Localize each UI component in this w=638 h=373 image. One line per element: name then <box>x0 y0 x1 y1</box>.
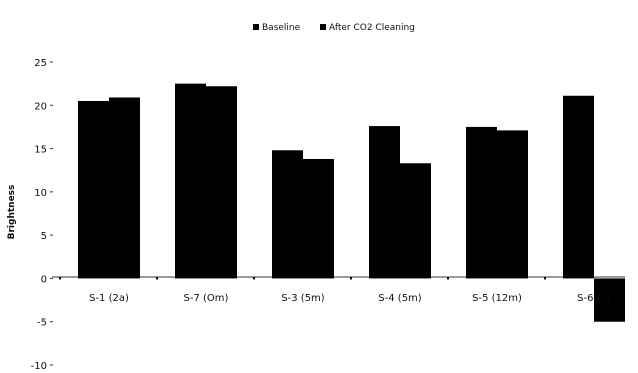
y-tick-label: 0 <box>41 274 47 285</box>
y-tick-label: 20 <box>34 101 47 112</box>
bar-series-2 <box>594 278 625 322</box>
bar-series-1 <box>369 126 400 279</box>
y-tick-label: 10 <box>34 188 47 199</box>
bar-series-1 <box>563 95 594 279</box>
chart-legend: Baseline After CO2 Cleaning <box>253 23 415 33</box>
legend-label-series-1: Baseline <box>262 23 301 33</box>
x-tick-label: S-1 (2a) <box>89 293 129 304</box>
y-tick-label: 25 <box>34 58 47 69</box>
y-axis-label: Brightness <box>7 185 17 240</box>
bar-series-1 <box>175 83 206 279</box>
legend-label-series-2: After CO2 Cleaning <box>329 23 415 33</box>
y-tick-label: -5 <box>37 318 47 329</box>
legend-swatch-series-1 <box>253 24 259 30</box>
y-tick-label: -10 <box>31 361 47 372</box>
bar-series-1 <box>272 150 303 279</box>
bars <box>59 83 625 322</box>
y-tick-label: 5 <box>41 231 47 242</box>
group-separator <box>253 277 255 280</box>
x-tick-label: S-5 (12m) <box>472 293 522 304</box>
group-separator <box>350 277 352 280</box>
bar-series-2 <box>109 97 140 279</box>
group-separator <box>544 277 546 280</box>
y-axis-ticks: 25 20 15 10 5 0 -5 -10 <box>31 58 53 372</box>
bar-series-1 <box>466 126 497 279</box>
y-tick-label: 15 <box>34 145 47 156</box>
bar-series-2 <box>303 158 334 279</box>
bar-series-2 <box>206 86 237 279</box>
group-separator <box>447 277 449 280</box>
group-separator <box>156 277 158 280</box>
x-tick-label: S-4 (5m) <box>378 293 422 304</box>
group-separator <box>59 277 61 280</box>
x-tick-label: S-3 (5m) <box>281 293 325 304</box>
x-axis-ticks: S-1 (2a) S-7 (Om) S-3 (5m) S-4 (5m) S-5 (12m… <box>89 293 611 304</box>
bar-series-1 <box>78 100 109 279</box>
bar-series-2 <box>400 163 431 279</box>
legend-swatch-series-2 <box>320 24 326 30</box>
x-tick-label: S-6 (..) <box>577 293 611 304</box>
x-tick-label: S-7 (Om) <box>184 293 229 304</box>
bar-series-2 <box>497 130 528 279</box>
